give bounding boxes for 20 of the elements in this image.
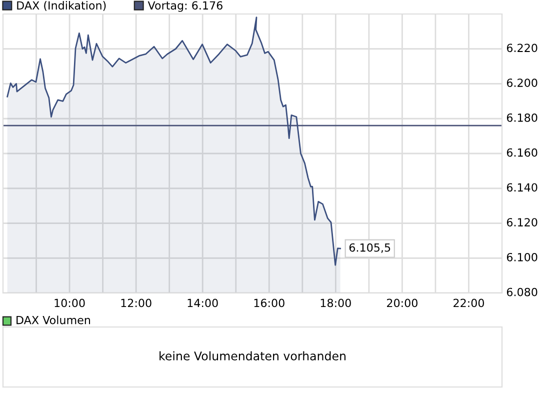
x-tick-label: 18:00 [320,298,351,308]
annotation: 6.105,5 [349,243,390,253]
text: DAX Volumen [16,316,90,324]
x-tick-label: 10:00 [54,298,85,308]
legend-label: DAX (Indikation) [17,1,106,11]
y-tick-label: 6.200 [506,78,538,87]
x-tick-label: 16:00 [254,298,284,308]
text: keine Volumendaten vorhanden [160,351,346,360]
y-tick-label: 6.180 [506,113,538,122]
y-tick-label: 6.160 [506,148,538,157]
y-tick-label: 6.100 [506,252,538,262]
x-tick-label: 12:00 [121,298,152,308]
x-tick-label: 14:00 [188,298,218,308]
x-tick-label: 20:00 [387,298,418,308]
legend-label: Vortag: 6.176 [148,1,222,12]
y-tick-label: 6.080 [506,288,538,296]
y-tick-label: 6.140 [506,183,538,192]
x-tick-label: 22:00 [454,298,484,308]
y-tick-label: 6.220 [506,44,538,52]
y-tick-label: 6.120 [506,218,538,226]
